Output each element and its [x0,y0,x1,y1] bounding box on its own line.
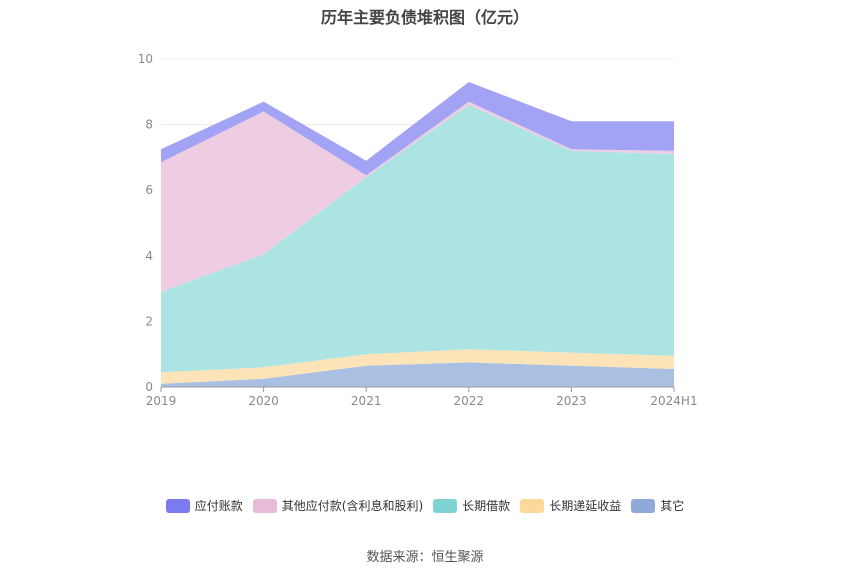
axes: 0 2 4 6 8 10 2019 2020 2021 2022 2023 2024H1 [138,52,698,408]
x-tick-label: 2023 [556,394,587,408]
legend-swatch [165,498,190,513]
area-series-4 [161,82,674,176]
legend-swatch [433,498,458,513]
y-tick-label: 4 [145,249,153,263]
x-tick-label: 2022 [454,394,485,408]
legend-item-other[interactable]: 其它 [631,497,684,514]
area-series-3 [161,101,674,292]
y-tick-label: 2 [145,314,153,328]
legend-swatch [520,498,545,513]
chart-title: 历年主要负债堆积图（亿元） [320,8,529,27]
legend-swatch [252,498,277,513]
legend: 应付账款 其他应付款(含利息和股利) 长期借款 长期递延收益 其它 [0,497,850,514]
x-tick-label: 2020 [248,394,279,408]
legend-label: 长期递延收益 [549,499,622,513]
y-tick-label: 6 [145,183,153,197]
area-series-2 [161,104,674,373]
series-areas [161,82,674,387]
legend-item-other-payables[interactable]: 其他应付款(含利息和股利) [252,497,424,514]
legend-item-long-term-loans[interactable]: 长期借款 [433,497,510,514]
legend-label: 其他应付款(含利息和股利) [281,499,424,513]
y-tick-label: 8 [145,118,153,132]
legend-item-accounts-payable[interactable]: 应付账款 [165,497,243,514]
legend-label: 其它 [660,499,685,513]
legend-item-deferred-income[interactable]: 长期递延收益 [520,497,621,514]
x-tick-label: 2019 [146,394,177,408]
y-tick-label: 10 [138,52,153,66]
x-tick-label: 2024H1 [650,394,697,408]
area-series-0 [161,362,674,387]
area-series-1 [161,349,674,384]
legend-swatch [631,498,656,513]
legend-label: 长期借款 [462,499,511,513]
legend-label: 应付账款 [194,499,243,513]
data-source: 数据来源：恒生聚源 [366,550,484,565]
y-tick-label: 0 [145,380,153,394]
x-tick-label: 2021 [351,394,382,408]
stacked-area-chart: 0 2 4 6 8 10 2019 2020 2021 2022 2023 2024H1 [138,52,698,408]
